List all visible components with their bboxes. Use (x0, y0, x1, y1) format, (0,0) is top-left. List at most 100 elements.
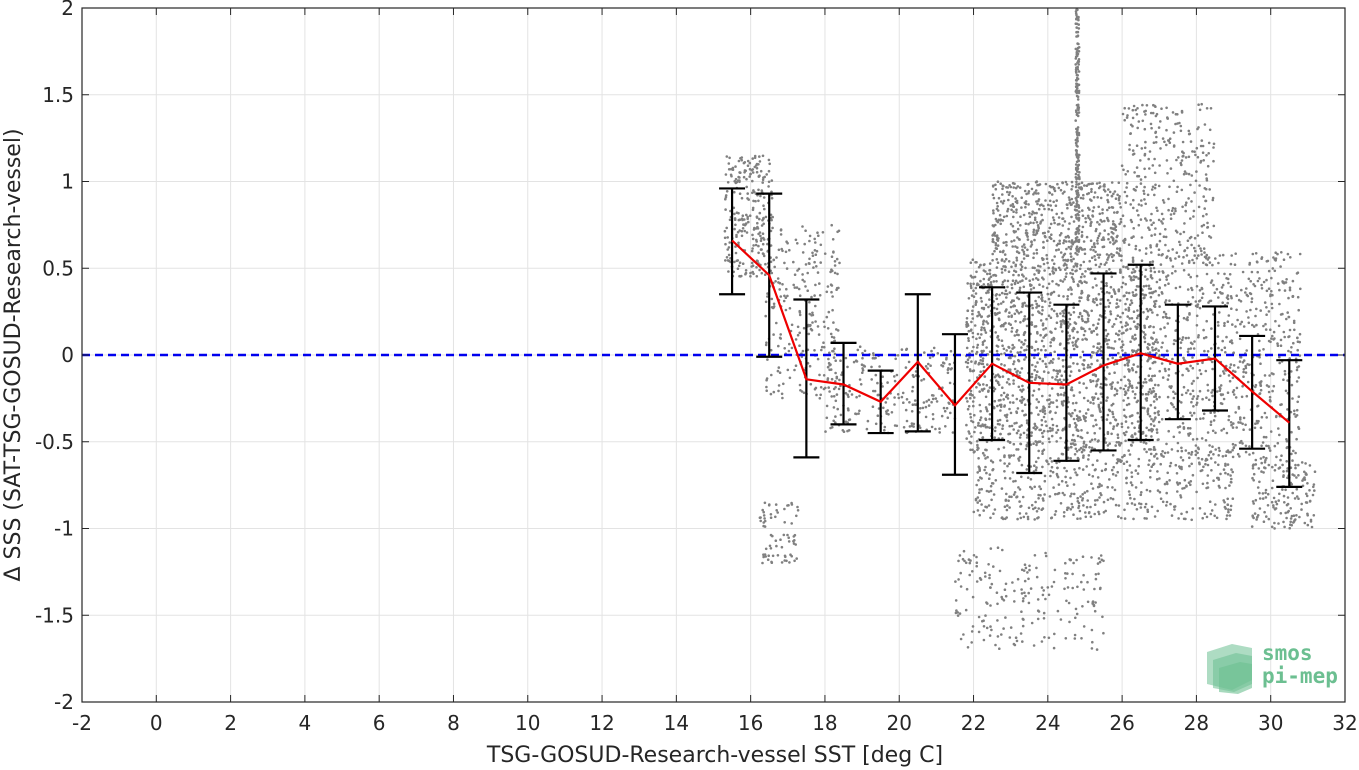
scatter-point (1041, 377, 1045, 381)
scatter-point (1133, 338, 1136, 341)
scatter-point (971, 312, 974, 316)
scatter-point (1180, 163, 1183, 167)
scatter-point (1022, 397, 1026, 401)
scatter-point (984, 457, 987, 460)
scatter-point (1148, 260, 1152, 264)
scatter-point (741, 214, 745, 217)
scatter-point (1196, 362, 1199, 366)
scatter-point (1004, 289, 1008, 293)
scatter-point (1285, 460, 1288, 463)
scatter-point (1134, 392, 1137, 396)
scatter-point (1265, 313, 1268, 317)
scatter-point (834, 399, 838, 403)
scatter-point (1126, 388, 1130, 392)
scatter-point (974, 303, 977, 307)
scatter-point (1090, 414, 1093, 417)
scatter-point (1053, 350, 1056, 354)
scatter-point (1166, 322, 1170, 325)
scatter-point (1009, 222, 1013, 226)
scatter-point (1128, 453, 1132, 456)
scatter-point (1067, 311, 1071, 315)
scatter-point (1169, 257, 1172, 260)
scatter-point (1047, 636, 1051, 640)
scatter-point (999, 432, 1002, 436)
scatter-point (832, 406, 836, 409)
scatter-point (1008, 636, 1012, 639)
scatter-point (1002, 215, 1006, 219)
scatter-point (1045, 365, 1048, 369)
scatter-point (836, 272, 839, 276)
scatter-point (1121, 349, 1124, 352)
scatter-point (1128, 303, 1132, 307)
scatter-point (1067, 412, 1071, 415)
scatter-point (767, 554, 770, 557)
scatter-point (996, 619, 999, 622)
scatter-point (978, 336, 981, 340)
scatter-point (1071, 505, 1074, 509)
scatter-point (1183, 478, 1187, 482)
scatter-point (1146, 277, 1149, 281)
scatter-point (1166, 451, 1170, 454)
scatter-point (1202, 247, 1206, 250)
scatter-point (1000, 487, 1004, 490)
scatter-point (1084, 412, 1088, 415)
scatter-point (1292, 321, 1296, 325)
scatter-point (1241, 442, 1244, 445)
scatter-point (1091, 215, 1095, 218)
scatter-point (1078, 391, 1082, 394)
scatter-point (1297, 427, 1301, 431)
scatter-point (1126, 468, 1129, 472)
scatter-point (1125, 460, 1129, 464)
scatter-point (861, 369, 865, 372)
scatter-point (1015, 431, 1019, 435)
scatter-point (1274, 319, 1277, 323)
scatter-point (1137, 223, 1141, 227)
scatter-point (1110, 432, 1113, 436)
scatter-point (776, 369, 780, 373)
scatter-point (1226, 503, 1229, 507)
scatter-point (1286, 502, 1290, 506)
scatter-point (1051, 280, 1054, 283)
scatter-point (979, 424, 983, 428)
scatter-point (751, 247, 754, 250)
scatter-point (971, 595, 975, 599)
scatter-point (1130, 475, 1134, 479)
scatter-point (1234, 411, 1237, 414)
scatter-point (730, 174, 733, 178)
scatter-point (987, 389, 990, 393)
scatter-point (999, 403, 1003, 407)
scatter-point (1235, 294, 1238, 298)
scatter-point (1063, 587, 1066, 591)
scatter-point (795, 286, 799, 289)
scatter-point (1098, 265, 1101, 269)
scatter-point (1157, 184, 1161, 188)
scatter-point (1255, 419, 1259, 423)
scatter-point (1098, 407, 1101, 411)
scatter-point (1067, 245, 1071, 249)
scatter-point (1119, 270, 1122, 273)
scatter-point (1206, 463, 1210, 467)
scatter-point (1163, 451, 1167, 455)
scatter-point (760, 224, 764, 227)
scatter-point (1308, 464, 1312, 467)
scatter-point (1152, 424, 1156, 428)
scatter-point (1191, 473, 1195, 477)
scatter-point (771, 554, 775, 558)
scatter-point (997, 447, 1000, 451)
scatter-point (1256, 260, 1259, 264)
scatter-point (770, 297, 774, 301)
scatter-point (787, 536, 790, 539)
scatter-point (972, 510, 976, 514)
scatter-point (1113, 211, 1116, 214)
scatter-point (994, 426, 997, 429)
scatter-point (1151, 346, 1154, 349)
scatter-point (1198, 507, 1202, 510)
scatter-point (1131, 108, 1135, 112)
scatter-point (1046, 261, 1049, 265)
scatter-point (1146, 359, 1149, 363)
scatter-point (1158, 232, 1162, 236)
scatter-point (971, 369, 975, 373)
scatter-point (1077, 315, 1081, 319)
scatter-point (1072, 561, 1075, 565)
scatter-point (1052, 336, 1055, 340)
